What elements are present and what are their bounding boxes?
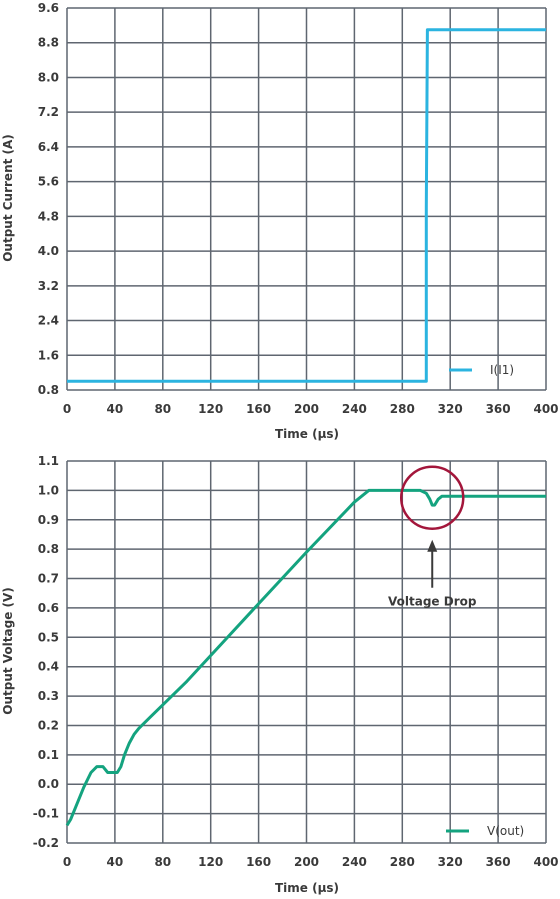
y-tick-label: 0.9 — [38, 513, 59, 527]
y-tick-labels: 0.8 1.6 2.4 3.2 4.0 4.8 5.6 6.4 7.2 8.0 8.8 9.6 — [38, 1, 59, 397]
x-tick-label: 400 — [533, 855, 558, 869]
y-tick-label: 4.0 — [38, 244, 59, 258]
x-tick-label: 160 — [246, 402, 271, 416]
annotation-label: Voltage Drop — [388, 595, 477, 609]
x-tick-label: 80 — [154, 855, 171, 869]
series-line — [65, 488, 546, 827]
y-tick-label: 2.4 — [38, 314, 59, 328]
x-axis-title: Time (µs) — [275, 881, 339, 895]
series — [65, 488, 546, 827]
x-tick-label: 80 — [154, 402, 171, 416]
y-tick-label: 7.2 — [38, 105, 59, 119]
x-tick-label: 240 — [342, 855, 367, 869]
y-tick-label: 0.2 — [38, 718, 59, 732]
x-tick-label: 320 — [438, 402, 463, 416]
y-tick-label: 5.6 — [38, 175, 59, 189]
x-tick-label: 40 — [107, 855, 124, 869]
y-tick-label: 0.6 — [38, 601, 59, 615]
annotation-circle — [399, 465, 465, 530]
x-tick-label: 160 — [246, 855, 271, 869]
y-tick-label: 1.0 — [38, 483, 59, 497]
x-tick-label: 120 — [198, 402, 223, 416]
annotation-arrow-head — [427, 539, 438, 552]
voltage-drop-annotation: Voltage Drop — [388, 465, 477, 609]
x-tick-label: 240 — [342, 402, 367, 416]
y-tick-labels: -0.2 -0.1 0.0 0.1 0.2 0.3 0.4 0.5 0.6 0.7 0.8 0.9 1.… — [33, 454, 59, 850]
x-tick-label: 0 — [63, 855, 71, 869]
y-tick-label: 0.8 — [38, 542, 59, 556]
y-tick-label: -0.2 — [33, 836, 59, 850]
y-tick-label: 9.6 — [38, 1, 59, 15]
x-tick-label: 120 — [198, 855, 223, 869]
legend: I(I1) — [449, 363, 514, 377]
x-axis-title: Time (µs) — [275, 427, 339, 441]
series — [67, 28, 546, 383]
y-tick-label: 6.4 — [38, 140, 59, 154]
legend: V(out) — [446, 824, 524, 838]
voltage-chart: -0.2 -0.1 0.0 0.1 0.2 0.3 0.4 0.5 0.6 0.7 0.8 0.9 1.… — [1, 454, 559, 895]
x-tick-labels: 0 40 80 120 160 200 240 280 320 360 400 — [63, 855, 559, 869]
x-tick-label: 0 — [63, 402, 71, 416]
x-tick-label: 360 — [486, 402, 511, 416]
series-line — [67, 28, 546, 383]
y-tick-label: 4.8 — [38, 209, 59, 223]
y-tick-label: -0.1 — [33, 807, 59, 821]
legend-label: I(I1) — [490, 363, 514, 377]
y-tick-label: 8.0 — [38, 70, 59, 84]
y-tick-label: 0.4 — [38, 660, 59, 674]
x-tick-labels: 0 40 80 120 160 200 240 280 320 360 400 — [63, 402, 559, 416]
y-axis-title: Output Current (A) — [1, 134, 15, 262]
y-tick-label: 1.1 — [38, 454, 59, 468]
y-tick-label: 0.5 — [38, 630, 59, 644]
y-tick-label: 1.6 — [38, 348, 59, 362]
current-chart: 0.8 1.6 2.4 3.2 4.0 4.8 5.6 6.4 7.2 8.0 8.8 9.6 0 40… — [1, 1, 559, 441]
x-tick-label: 320 — [438, 855, 463, 869]
x-tick-label: 280 — [390, 855, 415, 869]
y-tick-label: 0.3 — [38, 689, 59, 703]
legend-label: V(out) — [487, 824, 524, 838]
x-tick-label: 40 — [107, 402, 124, 416]
grid — [66, 460, 547, 844]
y-tick-label: 0.1 — [38, 748, 59, 762]
y-axis-title: Output Voltage (V) — [1, 587, 15, 715]
grid — [66, 7, 547, 391]
y-tick-label: 3.2 — [38, 279, 59, 293]
x-tick-label: 280 — [390, 402, 415, 416]
x-tick-label: 400 — [533, 402, 558, 416]
x-tick-label: 360 — [486, 855, 511, 869]
y-tick-label: 0.7 — [38, 572, 59, 586]
y-tick-label: 0.0 — [38, 777, 59, 791]
y-tick-label: 8.8 — [38, 36, 59, 50]
x-tick-label: 200 — [294, 402, 319, 416]
y-tick-label: 0.8 — [38, 383, 59, 397]
x-tick-label: 200 — [294, 855, 319, 869]
